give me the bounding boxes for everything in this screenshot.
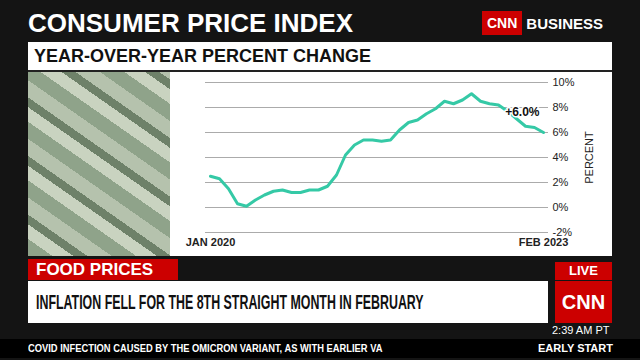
html-text:YEAR-OVER-YEAR PERCENT CHANGE: YEAR-OVER-YEAR PERCENT CHANGE (34, 46, 371, 66)
html-text:EARLY START: EARLY START (538, 342, 613, 354)
html-text:CNN: CNN (561, 291, 606, 313)
svg-text:JAN 2020: JAN 2020 (186, 236, 236, 248)
html-text:FOOD PRICES: FOOD PRICES (36, 260, 154, 279)
svg-text:10%: 10% (553, 76, 575, 88)
svg-text:FEB 2023: FEB 2023 (519, 236, 569, 248)
svg-text:PERCENT: PERCENT (583, 131, 595, 184)
html-text:LIVE: LIVE (569, 263, 598, 278)
svg-text:8%: 8% (553, 101, 569, 113)
html-text:INFLATION FELL FOR THE 8TH STR: INFLATION FELL FOR THE 8TH STRAIGHT MONT… (36, 291, 424, 313)
svg-text:0%: 0% (553, 201, 569, 213)
html-text:2:39 AM PT: 2:39 AM PT (552, 324, 610, 336)
html-text:CNN: CNN (487, 15, 518, 31)
html-text:COVID INFECTION CAUSED BY THE: COVID INFECTION CAUSED BY THE OMICRON VA… (28, 342, 383, 354)
svg-text:2%: 2% (553, 176, 569, 188)
svg-text:+6.0%: +6.0% (505, 105, 540, 119)
html-text:CONSUMER PRICE INDEX: CONSUMER PRICE INDEX (28, 8, 353, 38)
svg-text:6%: 6% (553, 126, 569, 138)
svg-text:4%: 4% (553, 151, 569, 163)
html-text:BUSINESS: BUSINESS (526, 14, 603, 32)
svg-text:-2%: -2% (553, 226, 573, 238)
